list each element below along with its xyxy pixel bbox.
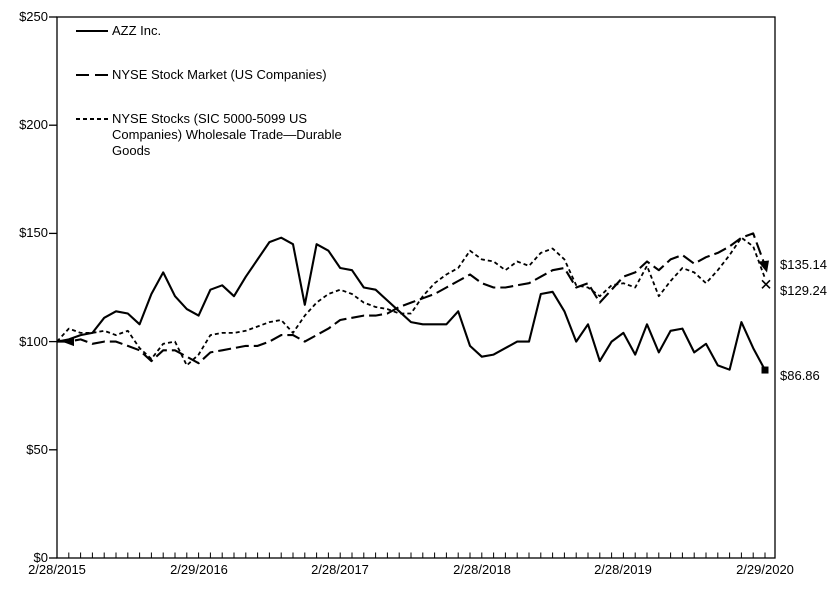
y-tick-label-250: $250 (19, 9, 48, 24)
legend-item-nyse-market: NYSE Stock Market (US Companies) (75, 67, 327, 83)
x-tick-label-2015: 2/28/2015 (28, 562, 86, 577)
end-value-label-nyse-sic: $129.24 (780, 283, 827, 298)
end-value-label-azz: $86.86 (780, 368, 820, 383)
legend-solid-line-icon (76, 30, 108, 32)
y-tick-label-200: $200 (19, 117, 48, 132)
y-tick-label-100: $100 (19, 334, 48, 349)
legend-label-nyse-market: NYSE Stock Market (US Companies) (112, 67, 327, 82)
y-tick-label-150: $150 (19, 225, 48, 240)
legend-item-nyse-sic: NYSE Stocks (SIC 5000-5099 US Companies)… (75, 111, 342, 159)
x-tick-label-2018: 2/28/2018 (453, 562, 511, 577)
y-tick-label-50: $50 (26, 442, 48, 457)
x-tick-label-2020: 2/29/2020 (736, 562, 794, 577)
legend-item-azz: AZZ Inc. (75, 23, 161, 39)
y-tick-label-0: $0 (33, 550, 48, 565)
x-tick-label-2017: 2/28/2017 (311, 562, 369, 577)
x-tick-label-2016: 2/29/2016 (170, 562, 228, 577)
end-value-label-nyse-market: $135.14 (780, 257, 827, 272)
legend-short-dash-line-icon (76, 118, 108, 120)
legend-long-dash-line-icon (76, 74, 108, 76)
legend-label-nyse-sic: NYSE Stocks (SIC 5000-5099 US Companies)… (112, 111, 342, 158)
legend-label-azz: AZZ Inc. (112, 23, 162, 38)
x-tick-label-2019: 2/28/2019 (594, 562, 652, 577)
